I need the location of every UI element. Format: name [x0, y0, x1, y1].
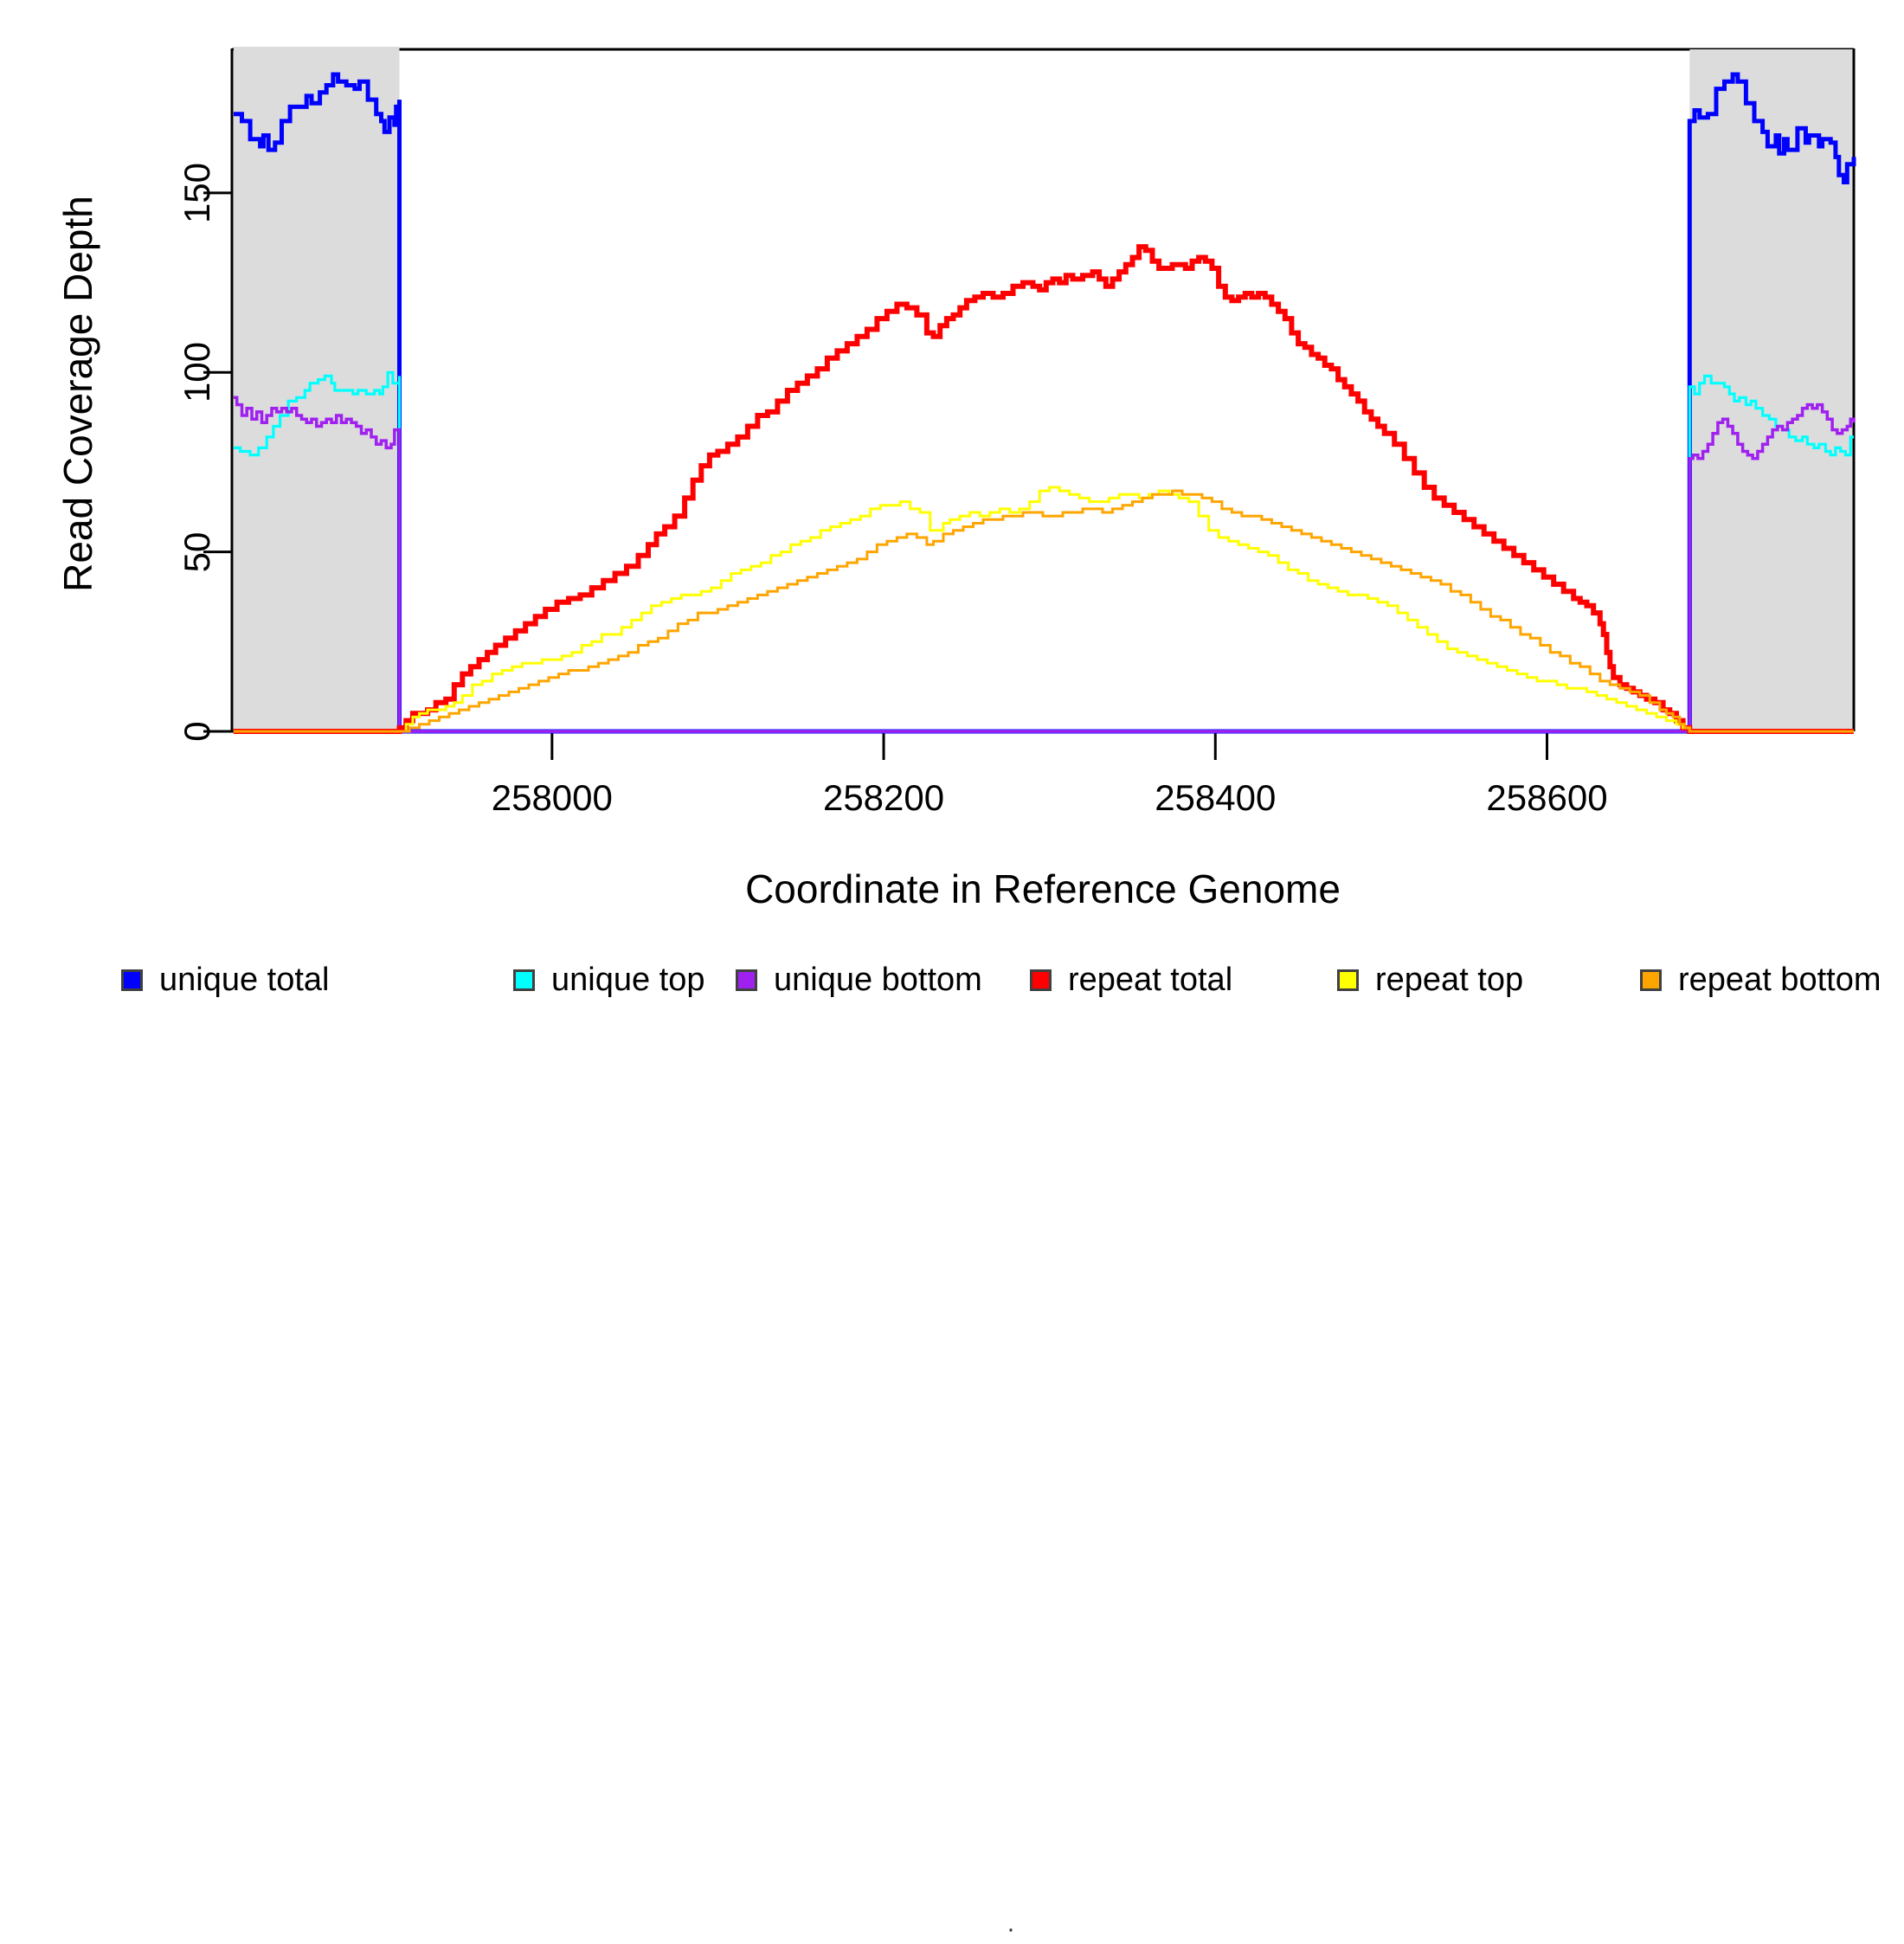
- legend-item-unique-top: unique top: [513, 957, 705, 1002]
- x-tick-label: 258400: [1155, 777, 1277, 818]
- coverage-plot: [203, 47, 1856, 760]
- stray-dot: ·: [1007, 1915, 1015, 1943]
- legend-swatch-icon: [1030, 969, 1052, 991]
- legend-swatch-icon: [513, 969, 535, 991]
- x-tick-label: 258600: [1486, 777, 1608, 818]
- legend-item-unique-bottom: unique bottom: [736, 957, 982, 1002]
- legend-swatch-icon: [736, 969, 757, 991]
- legend-swatch-icon: [1337, 969, 1359, 991]
- series-unique_total: [233, 72, 1856, 734]
- series-repeat_top: [233, 486, 1854, 733]
- x-axis-title: Coordinate in Reference Genome: [745, 866, 1341, 911]
- legend-label: repeat top: [1375, 961, 1524, 998]
- legend-item-repeat-top: repeat top: [1337, 957, 1523, 1002]
- x-tick-label: 258200: [822, 777, 945, 818]
- y-axis-title: Read Coverage Depth: [55, 196, 100, 592]
- y-tick-label: 50: [177, 531, 217, 572]
- legend-item-repeat-bottom: repeat bottom: [1640, 957, 1881, 1002]
- series-repeat_total: [233, 244, 1854, 734]
- shaded-region: [233, 47, 400, 731]
- legend-label: unique top: [551, 961, 705, 998]
- x-tick-label: 258000: [491, 777, 613, 818]
- legend-label: unique bottom: [774, 961, 982, 998]
- legend-swatch-icon: [121, 969, 143, 991]
- legend-item-unique-total: unique total: [121, 957, 330, 1002]
- plot-legend: · unique total unique top unique bottom rep…: [0, 957, 1904, 1943]
- coverage-plot-page: { "y_axis_title": "Read Coverage Depth",…: [0, 47, 1904, 1943]
- legend-label: repeat bottom: [1678, 961, 1881, 998]
- y-tick-label: 100: [177, 342, 217, 403]
- legend-label: repeat total: [1068, 961, 1233, 998]
- legend-swatch-icon: [1640, 969, 1662, 991]
- series-unique_bottom: [233, 396, 1856, 733]
- y-tick-label: 0: [177, 721, 217, 742]
- y-tick-label: 150: [177, 162, 217, 223]
- shaded-region: [1689, 49, 1854, 731]
- series-repeat_bottom: [233, 489, 1854, 733]
- legend-item-repeat-total: repeat total: [1030, 957, 1232, 1002]
- series-unique_top: [233, 370, 1854, 733]
- legend-label: unique total: [159, 961, 330, 998]
